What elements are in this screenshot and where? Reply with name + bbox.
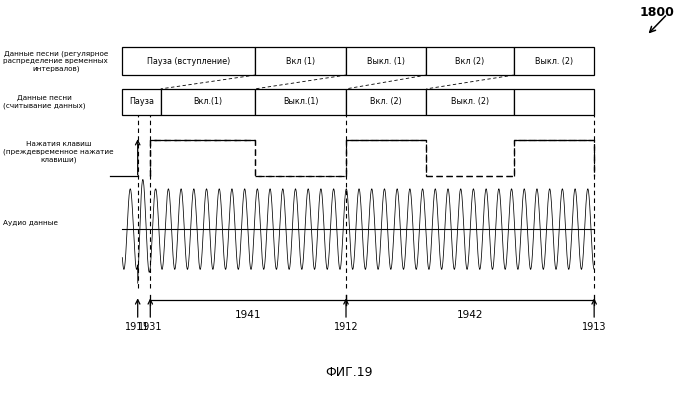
Text: 1941: 1941 [235,310,261,320]
Text: 1931: 1931 [138,322,163,332]
Bar [426,47,514,75]
Text: Нажатия клавиш
(преждевременное нажатие
клавиши): Нажатия клавиш (преждевременное нажатие … [3,141,114,163]
Text: Вкл (1): Вкл (1) [286,57,315,66]
Text: Вкл (2): Вкл (2) [456,57,484,66]
Text: Выкл. (2): Выкл. (2) [535,57,573,66]
Text: 1800: 1800 [640,6,675,19]
Text: Вкл. (2): Вкл. (2) [370,97,402,106]
Text: ФИГ.19: ФИГ.19 [326,366,373,379]
Text: 1912: 1912 [333,322,359,332]
Text: Данные песни (регулярное
распределение временных
интервалов): Данные песни (регулярное распределение в… [3,50,108,72]
Bar [514,89,594,115]
Text: 1913: 1913 [582,322,607,332]
Text: Аудио данные: Аудио данные [3,220,59,226]
Text: Выкл. (2): Выкл. (2) [451,97,489,106]
Bar [426,89,514,115]
Bar [161,89,255,115]
Bar [122,89,161,115]
Bar [514,47,594,75]
Text: 1911: 1911 [125,322,150,332]
Text: Выкл. (1): Выкл. (1) [367,57,405,66]
Text: Вкл.(1): Вкл.(1) [194,97,222,106]
Bar [122,47,255,75]
Bar [346,47,426,75]
Bar [255,47,346,75]
Text: Выкл.(1): Выкл.(1) [283,97,318,106]
Text: Данные песни
(считывание данных): Данные песни (считывание данных) [3,95,86,109]
Bar [255,89,346,115]
Text: Пауза: Пауза [129,97,154,106]
Text: 1942: 1942 [457,310,483,320]
Text: Пауза (вступление): Пауза (вступление) [147,57,231,66]
Bar [346,89,426,115]
